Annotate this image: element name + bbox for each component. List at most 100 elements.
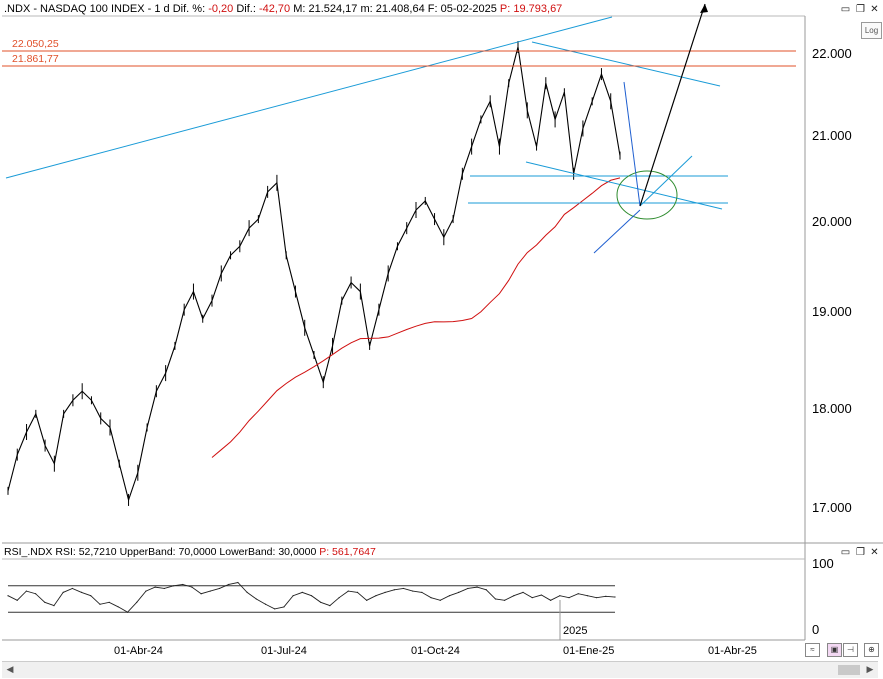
draw-tool-icon[interactable]: ▣ [827,643,842,657]
rising-trendline [5,16,613,179]
scroll-left-icon[interactable]: ◀ [6,665,14,675]
rsi-point [182,583,184,586]
x-tick-label: 01-Oct-24 [411,645,460,657]
falling-trendline [531,41,721,87]
rsi-point [200,593,202,595]
rsi-point [531,597,533,599]
rsi-point [448,595,451,597]
rsi-point [494,598,497,600]
rsi-point [393,589,395,591]
rsi-point [614,596,616,598]
rsi-restore-icon[interactable]: ❐ [856,547,865,558]
rsi-point [237,581,239,584]
rsi-series [7,582,616,613]
rsi-point [347,590,349,592]
rsi-point [53,605,55,607]
level-label-2: 21.861,77 [12,53,59,65]
projection-line [623,81,641,207]
rsi-point [191,586,193,588]
rsi-point [485,589,487,591]
rsi-point [136,601,138,603]
rsi-point [126,611,129,613]
rsi-point [228,583,230,586]
y-tick-label: 20.000 [812,214,852,229]
y-tick-label: 22.000 [812,46,852,61]
y-tick-label: 17.000 [812,500,852,515]
rsi-point [283,606,285,608]
rsi-point [375,595,377,597]
y-tick-label: 21.000 [812,128,852,143]
moving-average [211,177,621,458]
rsi-point [513,595,515,597]
rsi-close-icon[interactable]: ✕ [870,547,879,558]
rsi-tick-label: 0 [812,622,820,637]
rsi-point [550,599,552,601]
expand-icon[interactable]: ⊕ [864,643,879,657]
log-scale-button[interactable]: Log [861,22,882,39]
rsi-minimize-icon[interactable]: ▭ [840,547,851,558]
level-label-1: 22.050,25 [12,38,59,50]
rsi-title: RSI_.NDX [4,546,53,558]
rsi-point [421,591,423,594]
rsi-point [568,597,570,599]
rsi-point [476,586,478,588]
y-tick-label: 18.000 [812,401,852,416]
rsi-point [504,599,506,601]
rsi-point [596,597,598,599]
y-tick-label: 19.000 [812,304,852,319]
chart-settings-icon[interactable]: ≈ [805,643,820,657]
ma-projection-line [593,209,641,254]
rsi-point [338,597,340,599]
symbol-title: .NDX - NASDAQ 100 INDEX - [4,3,155,15]
date-value: F: 05-02-2025 [424,3,497,15]
rsi-point [310,595,313,597]
x-tick-label: 01-Jul-24 [261,645,307,657]
rsi-point [44,601,46,603]
rsi-point [7,595,9,597]
x-tick-label: 01-Abr-24 [114,645,163,657]
rsi-point [80,591,83,594]
max-value: M: 21.524,17 [290,3,358,15]
minimize-icon[interactable]: ▭ [840,4,851,15]
rsi-point [117,606,119,608]
rsi-point [264,603,267,605]
rsi-point [209,590,211,592]
annotations [2,3,796,640]
x-tick-label: 01-Ene-25 [563,645,615,657]
rsi-point [430,597,432,599]
scroll-right-icon[interactable]: ▶ [866,665,874,675]
rsi-header: RSI_.NDX RSI: 52,7210 UpperBand: 70,0000… [4,546,376,558]
dif-pct-value: -0,20 [208,3,234,15]
price-pane [7,40,621,506]
rsi-point [62,591,64,594]
rsi-point [540,594,543,596]
interval-label: 1 d [154,3,173,15]
restore-icon[interactable]: ❐ [856,4,865,15]
arrow-head-icon [700,4,708,13]
rsi-point [320,601,322,603]
rebound-line [639,155,693,207]
rsi-price: P: 561,7647 [319,546,376,558]
rsi-point [154,586,156,588]
rsi-point [559,595,561,597]
rsi-point [329,605,331,607]
rsi-point [384,591,386,594]
rsi-point [458,591,460,594]
target-arrow [639,3,706,207]
rsi-point [172,585,175,587]
scroll-thumb[interactable] [838,665,860,675]
rsi-tick-label: 100 [812,556,834,571]
rsi-point [246,591,248,594]
rsi-point [255,598,257,600]
rsi-point [274,608,276,610]
rsi-point [292,595,294,597]
rsi-point [25,590,27,592]
horizontal-scrollbar[interactable]: ◀ ▶ [2,661,878,678]
close-icon[interactable]: ✕ [870,4,879,15]
pin-icon[interactable]: ⊣ [843,643,858,657]
min-value: m: 21.408,64 [357,3,425,15]
rsi-point [522,591,524,594]
rsi-point [586,595,589,597]
